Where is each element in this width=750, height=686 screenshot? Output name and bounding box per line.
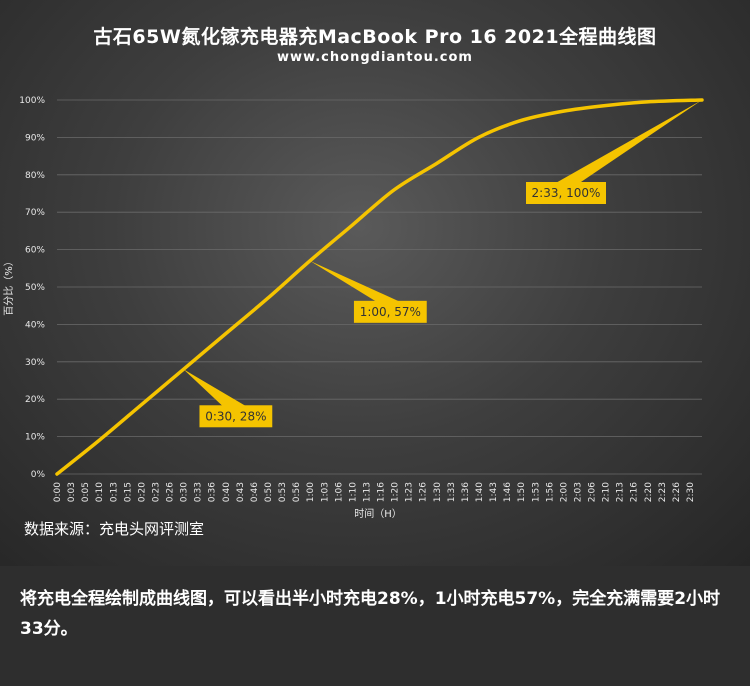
callout-label: 1:00, 57%	[360, 305, 421, 319]
x-tick-label: 0:15	[123, 482, 133, 502]
x-tick-label: 2:06	[588, 482, 598, 502]
x-tick-label: 0:40	[222, 482, 232, 502]
series-line-layer	[55, 98, 704, 476]
x-tick-label: 0:53	[278, 482, 288, 502]
x-tick-label: 0:43	[236, 482, 246, 502]
x-tick-label: 1:10	[348, 482, 358, 502]
x-tick-label: 2:03	[573, 482, 583, 502]
y-axis-title: 百分比（%）	[3, 256, 15, 316]
x-tick-label: 1:36	[461, 482, 471, 502]
x-tick-label: 2:20	[644, 482, 654, 502]
y-axis-ticks: 0% 10% 20% 30% 40% 50% 60% 70% 80% 90% 100%	[19, 96, 45, 480]
callout-label: 0:30, 28%	[205, 409, 266, 423]
x-tick-label: 1:43	[489, 482, 499, 502]
callout-box	[353, 300, 427, 323]
x-axis-title: 时间（H）	[354, 507, 402, 520]
callout-pointer	[554, 100, 702, 184]
x-tick-label: 0:23	[151, 482, 161, 502]
y-tick-label: 80%	[25, 171, 45, 181]
callout-label: 2:33, 100%	[532, 186, 601, 200]
y-tick-label: 40%	[25, 320, 45, 330]
x-tick-label: 0:10	[95, 482, 105, 502]
x-tick-label: 1:56	[545, 482, 555, 502]
x-tick-label: 1:16	[377, 482, 387, 502]
x-tick-label: 0:20	[137, 482, 147, 502]
y-tick-label: 90%	[25, 133, 45, 143]
x-tick-label: 0:33	[194, 482, 204, 502]
y-tick-label: 20%	[25, 395, 45, 405]
x-tick-label: 1:33	[447, 482, 457, 502]
charge-curve-chart: 0%10%20%30%40%50%60%70%80%90%100% 0:00 0:…	[3, 96, 704, 520]
x-tick-label: 1:06	[334, 482, 344, 502]
y-tick-label: 60%	[25, 246, 45, 256]
x-tick-label: 1:40	[475, 482, 485, 502]
series-line	[55, 98, 704, 476]
y-tick-label: 50%	[25, 283, 45, 293]
x-tick-label: 1:20	[391, 482, 401, 502]
x-tick-label: 1:30	[433, 482, 443, 502]
x-tick-label: 0:30	[180, 482, 190, 502]
x-tick-label: 1:26	[419, 482, 429, 502]
x-tick-label: 0:56	[292, 482, 302, 502]
x-tick-label: 2:30	[686, 482, 696, 502]
callout-box	[199, 405, 273, 428]
x-tick-label: 1:53	[531, 482, 541, 502]
x-tick-label: 2:23	[658, 482, 668, 502]
x-tick-label: 2:13	[616, 482, 626, 502]
x-tick-label: 0:00	[53, 482, 63, 502]
y-tick-label: 0%	[31, 470, 46, 480]
x-tick-label: 2:00	[559, 482, 569, 502]
y-tick-label: 100%	[19, 96, 45, 106]
callout-box	[526, 182, 606, 204]
x-tick-label: 0:36	[208, 482, 218, 502]
x-tick-label: 0:13	[109, 482, 119, 502]
x-tick-label: 1:50	[517, 482, 527, 502]
caption-text: 将充电全程绘制成曲线图，可以看出半小时充电28%，1小时充电57%，完全充满需要…	[20, 589, 721, 639]
x-tick-label: 2:10	[602, 482, 612, 502]
callout-pointer	[183, 369, 248, 408]
x-tick-label: 1:23	[405, 482, 415, 502]
chart-subtitle: www.chongdiantou.com	[277, 50, 473, 65]
x-tick-label: 1:03	[320, 482, 330, 502]
grid-lines	[57, 99, 702, 475]
x-tick-label: 0:05	[81, 482, 91, 502]
x-tick-label: 0:03	[67, 482, 77, 502]
caption-panel: 将充电全程绘制成曲线图，可以看出半小时充电28%，1小时充电57%，完全充满需要…	[0, 566, 750, 686]
chart-title: 古石65W氮化镓充电器充MacBook Pro 16 2021全程曲线图	[93, 26, 657, 48]
y-tick-label: 30%	[25, 358, 45, 368]
x-tick-label: 2:26	[672, 482, 682, 502]
y-tick-label: 10%	[25, 433, 45, 443]
chart-panel: 0% 10% 20% 30% 40% 50% 60% 70% 80% 90% 100% 0:00 0:…	[0, 0, 750, 566]
x-tick-label: 1:00	[306, 482, 316, 502]
source-note: 数据来源：充电头网评测室	[24, 520, 205, 538]
x-tick-label: 0:50	[264, 482, 274, 502]
x-axis-ticks: 0:00 0:03 0:05 0:10 0:13 0:15 0:20 0:23 0:26 0:30…	[53, 482, 696, 502]
x-tick-label: 2:16	[630, 482, 640, 502]
y-tick-label: 70%	[25, 208, 45, 218]
x-tick-label: 0:46	[250, 482, 260, 502]
x-tick-label: 1:46	[503, 482, 513, 502]
x-tick-label: 1:13	[362, 482, 372, 502]
x-tick-label: 0:26	[166, 482, 176, 502]
callout-pointer	[309, 260, 403, 303]
callouts: 0:30, 28% 1:00, 57% 2:33, 100%	[183, 100, 702, 428]
